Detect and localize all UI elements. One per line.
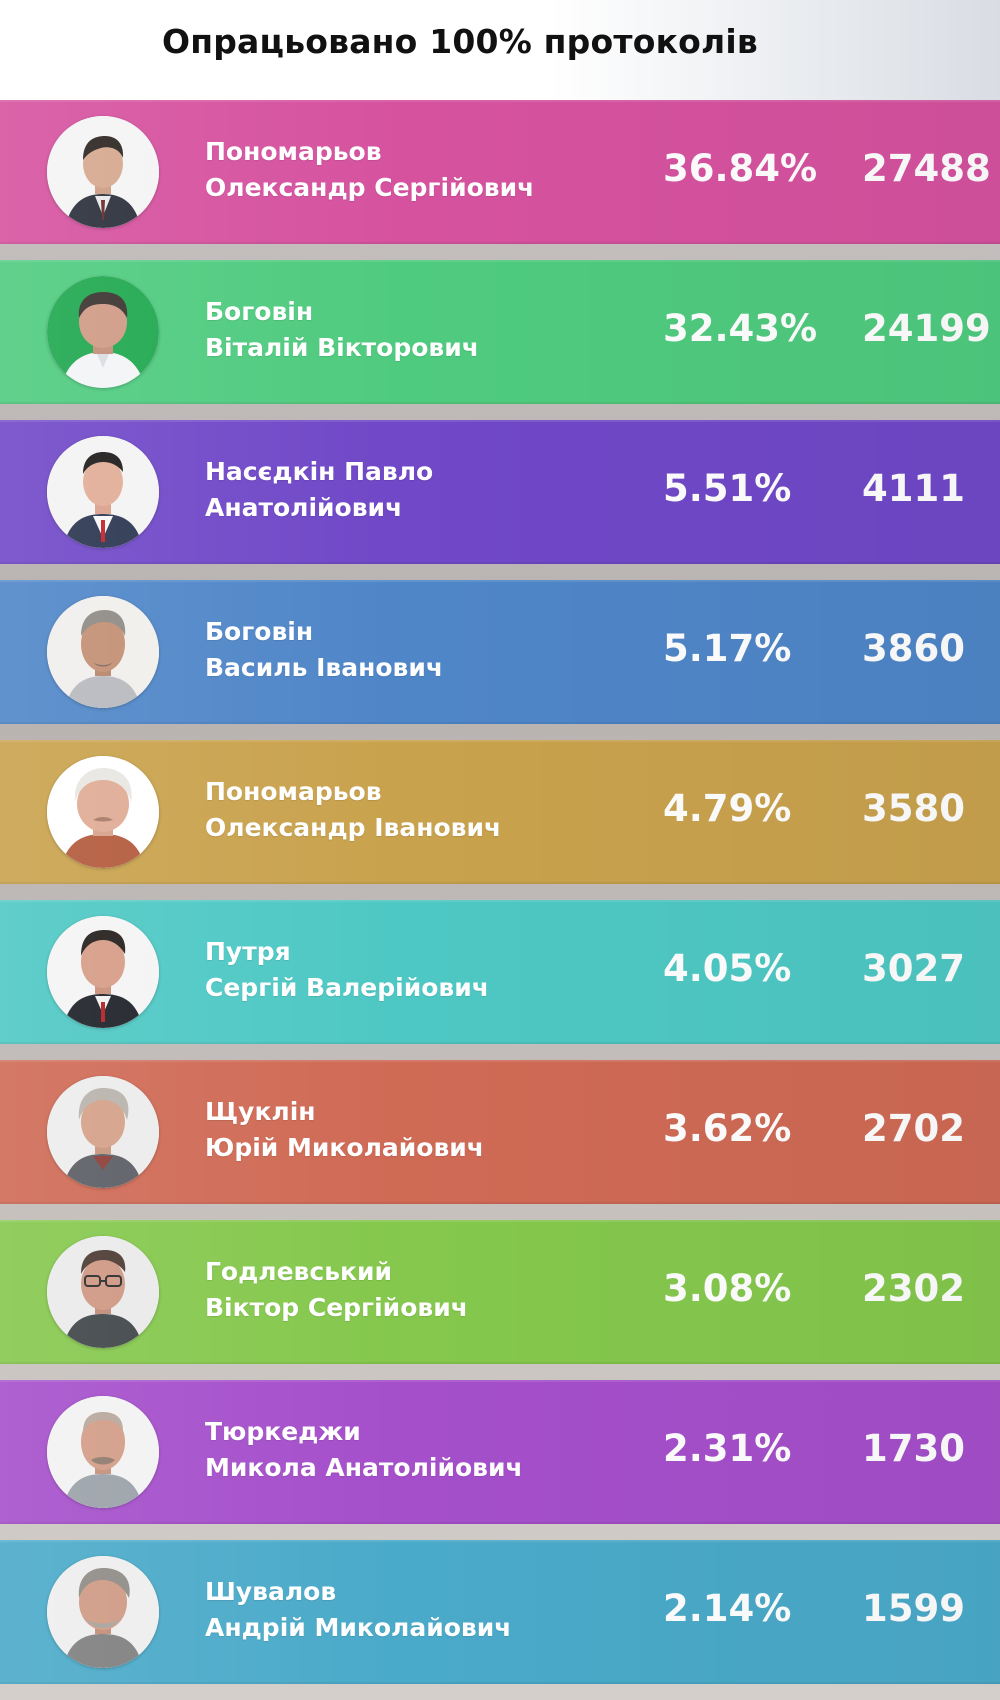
candidate-votes: 2302 bbox=[862, 1267, 965, 1310]
candidate-votes: 1599 bbox=[862, 1587, 965, 1630]
candidate-given-names: Андрій Миколайович bbox=[205, 1613, 512, 1642]
candidate-given-names: Віталій Вікторович bbox=[205, 333, 479, 362]
candidate-given-names: Анатолійович bbox=[205, 493, 403, 522]
candidate-name: Пономарьов Олександр Іванович bbox=[205, 774, 635, 846]
candidate-surname: Годлевський bbox=[205, 1257, 393, 1286]
candidate-photo bbox=[47, 1076, 159, 1188]
candidate-surname: Боговін bbox=[205, 617, 314, 646]
candidate-percent: 3.62% bbox=[663, 1107, 792, 1150]
candidate-given-names: Олександр Іванович bbox=[205, 813, 502, 842]
candidate-photo bbox=[47, 116, 159, 228]
candidate-row: Щуклін Юрій Миколайович 3.62% 2702 bbox=[0, 1060, 1000, 1204]
candidate-given-names: Микола Анатолійович bbox=[205, 1453, 523, 1482]
candidate-surname: Путря bbox=[205, 937, 291, 966]
page-header bbox=[0, 0, 1000, 100]
candidate-photo bbox=[47, 1556, 159, 1668]
candidate-surname: Пономарьов bbox=[205, 137, 382, 166]
candidate-photo bbox=[47, 436, 159, 548]
candidate-percent: 3.08% bbox=[663, 1267, 792, 1310]
candidate-photo bbox=[47, 916, 159, 1028]
candidate-row: Годлевський Віктор Сергійович 3.08% 2302 bbox=[0, 1220, 1000, 1364]
candidate-given-names: Олександр Сергійович bbox=[205, 173, 535, 202]
candidate-row: Боговін Василь Іванович 5.17% 3860 bbox=[0, 580, 1000, 724]
candidate-name: Годлевський Віктор Сергійович bbox=[205, 1254, 635, 1326]
candidate-surname: Насєдкін Павло bbox=[205, 457, 434, 486]
candidate-votes: 4111 bbox=[862, 467, 965, 510]
candidate-photo bbox=[47, 596, 159, 708]
candidate-row: Насєдкін Павло Анатолійович 5.51% 4111 bbox=[0, 420, 1000, 564]
candidate-given-names: Василь Іванович bbox=[205, 653, 444, 682]
candidate-percent: 2.31% bbox=[663, 1427, 792, 1470]
candidate-votes: 3860 bbox=[862, 627, 965, 670]
candidate-row: Путря Сергій Валерійович 4.05% 3027 bbox=[0, 900, 1000, 1044]
candidate-surname: Пономарьов bbox=[205, 777, 382, 806]
candidate-photo bbox=[47, 1396, 159, 1508]
candidate-given-names: Віктор Сергійович bbox=[205, 1293, 468, 1322]
candidate-photo bbox=[47, 276, 159, 388]
candidate-percent: 2.14% bbox=[663, 1587, 792, 1630]
candidate-row: Пономарьов Олександр Сергійович 36.84% 2… bbox=[0, 100, 1000, 244]
candidate-photo bbox=[47, 756, 159, 868]
candidate-row: Тюркеджи Микола Анатолійович 2.31% 1730 bbox=[0, 1380, 1000, 1524]
candidate-name: Путря Сергій Валерійович bbox=[205, 934, 635, 1006]
candidate-row: Шувалов Андрій Миколайович 2.14% 1599 bbox=[0, 1540, 1000, 1684]
candidate-surname: Боговін bbox=[205, 297, 314, 326]
candidate-votes: 3580 bbox=[862, 787, 965, 830]
candidate-name: Шувалов Андрій Миколайович bbox=[205, 1574, 635, 1646]
candidate-surname: Шувалов bbox=[205, 1577, 337, 1606]
candidate-given-names: Сергій Валерійович bbox=[205, 973, 489, 1002]
candidate-name: Насєдкін Павло Анатолійович bbox=[205, 454, 635, 526]
candidate-name: Боговін Віталій Вікторович bbox=[205, 294, 635, 366]
candidate-name: Тюркеджи Микола Анатолійович bbox=[205, 1414, 635, 1486]
candidate-row: Боговін Віталій Вікторович 32.43% 24199 bbox=[0, 260, 1000, 404]
candidate-row: Пономарьов Олександр Іванович 4.79% 3580 bbox=[0, 740, 1000, 884]
candidate-percent: 5.51% bbox=[663, 467, 792, 510]
candidate-percent: 4.05% bbox=[663, 947, 792, 990]
candidate-given-names: Юрій Миколайович bbox=[205, 1133, 484, 1162]
candidate-votes: 2702 bbox=[862, 1107, 965, 1150]
candidate-votes: 3027 bbox=[862, 947, 965, 990]
candidate-votes: 27488 bbox=[862, 147, 991, 190]
candidate-surname: Щуклін bbox=[205, 1097, 316, 1126]
candidate-name: Щуклін Юрій Миколайович bbox=[205, 1094, 635, 1166]
candidate-name: Боговін Василь Іванович bbox=[205, 614, 635, 686]
candidate-votes: 1730 bbox=[862, 1427, 965, 1470]
candidate-percent: 32.43% bbox=[663, 307, 818, 350]
candidate-percent: 4.79% bbox=[663, 787, 792, 830]
candidate-percent: 5.17% bbox=[663, 627, 792, 670]
candidate-photo bbox=[47, 1236, 159, 1348]
candidate-surname: Тюркеджи bbox=[205, 1417, 361, 1446]
candidate-percent: 36.84% bbox=[663, 147, 818, 190]
page-title: Опрацьовано 100% протоколів bbox=[161, 22, 759, 61]
candidate-name: Пономарьов Олександр Сергійович bbox=[205, 134, 635, 206]
candidate-votes: 24199 bbox=[862, 307, 991, 350]
